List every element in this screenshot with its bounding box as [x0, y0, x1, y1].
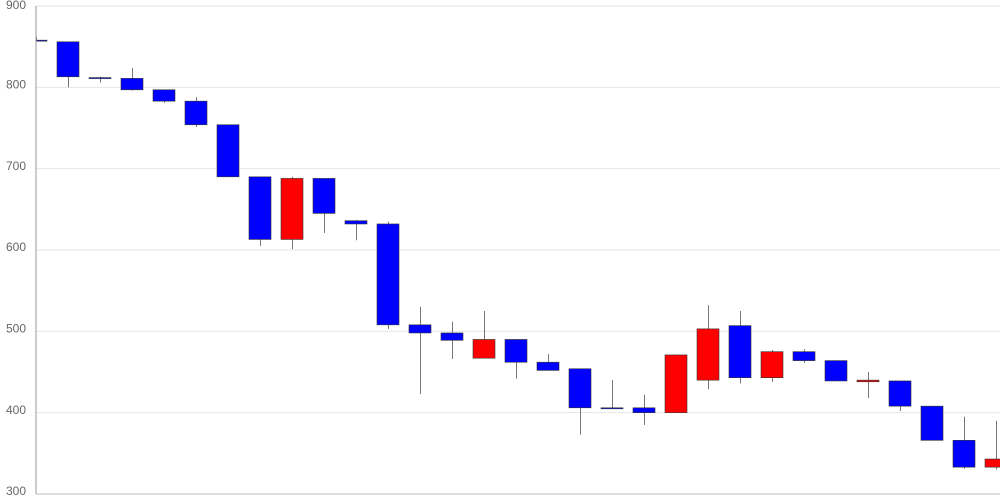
candle-body: [600, 407, 624, 410]
candle-body: [888, 380, 912, 407]
candle-body: [664, 354, 688, 413]
candle-body: [280, 178, 304, 240]
candle-body: [920, 405, 944, 441]
candle-body: [760, 351, 784, 378]
candle-body: [312, 178, 336, 214]
candle-body: [248, 176, 272, 240]
candle-body: [568, 368, 592, 409]
candle-body: [536, 361, 560, 371]
y-tick-label: 800: [6, 78, 26, 92]
y-tick-label: 700: [6, 159, 26, 173]
y-tick-label: 600: [6, 240, 26, 254]
y-tick-label: 900: [6, 0, 26, 12]
candle-body: [408, 324, 432, 334]
candle-body: [952, 440, 976, 468]
candle-body: [984, 458, 1000, 468]
candle-body: [440, 332, 464, 341]
grid: 300 400 500 600 700 800 900: [6, 0, 1000, 498]
candle-body: [728, 325, 752, 378]
candle-body: [792, 351, 816, 361]
candles: [36, 36, 1000, 470]
candle-body: [88, 77, 112, 79]
candle-body: [120, 78, 144, 91]
candle-body: [632, 407, 656, 413]
candle-body: [56, 41, 80, 78]
y-tick-label: 400: [6, 403, 26, 417]
candle-body: [856, 379, 880, 383]
candle-body: [472, 339, 496, 359]
y-tick-label: 500: [6, 322, 26, 336]
candle-body: [504, 339, 528, 363]
candle-body: [344, 220, 368, 225]
candle-body: [36, 39, 48, 42]
candle-body: [696, 328, 720, 381]
y-tick-label: 300: [6, 484, 26, 498]
candle-body: [216, 124, 240, 178]
candle-body: [184, 100, 208, 126]
candle-body: [376, 223, 400, 326]
candle-body: [152, 89, 176, 102]
candle-body: [824, 360, 848, 382]
